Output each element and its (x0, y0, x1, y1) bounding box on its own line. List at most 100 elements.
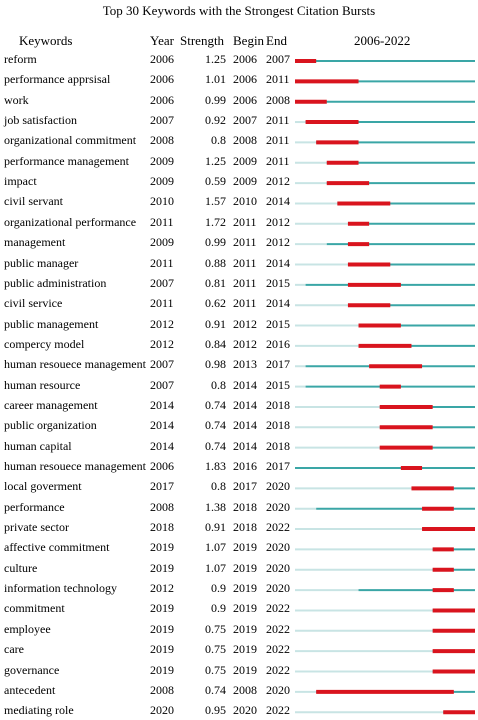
strength-value: 1.57 (205, 194, 226, 209)
strength-value: 0.74 (205, 397, 226, 412)
year-value: 2012 (150, 581, 174, 596)
end-year: 2012 (266, 214, 290, 229)
strength-value: 0.84 (205, 336, 226, 351)
begin-year: 2013 (233, 357, 257, 372)
begin-year: 2020 (233, 703, 257, 718)
strength-value: 0.62 (205, 296, 226, 311)
end-year: 2018 (266, 438, 290, 453)
keyword-label: civil servant (4, 194, 63, 209)
begin-year: 2011 (233, 235, 257, 250)
strength-value: 0.91 (205, 520, 226, 535)
header-end: End (266, 33, 287, 48)
year-value: 2008 (150, 682, 174, 697)
begin-year: 2006 (233, 92, 257, 107)
keyword-label: care (4, 642, 24, 657)
begin-year: 2019 (233, 642, 257, 657)
year-value: 2008 (150, 133, 174, 148)
end-year: 2015 (266, 377, 290, 392)
year-value: 2014 (150, 438, 174, 453)
year-value: 2006 (150, 52, 174, 66)
begin-year: 2019 (233, 621, 257, 636)
end-year: 2012 (266, 235, 290, 250)
begin-year: 2019 (233, 560, 257, 575)
strength-value: 0.75 (205, 621, 226, 636)
end-year: 2022 (266, 703, 290, 718)
end-year: 2011 (266, 133, 290, 148)
strength-value: 1.72 (205, 214, 226, 229)
begin-year: 2009 (233, 174, 257, 189)
year-value: 2006 (150, 72, 174, 87)
keyword-label: human resouece management (4, 357, 146, 372)
strength-value: 0.98 (205, 357, 226, 372)
keyword-label: culture (4, 560, 38, 575)
year-value: 2006 (150, 459, 174, 473)
begin-year: 2014 (233, 397, 257, 412)
strength-value: 0.74 (205, 682, 226, 697)
begin-year: 2014 (233, 418, 257, 433)
keyword-label: private sector (4, 520, 69, 535)
begin-year: 2011 (233, 255, 257, 270)
keyword-label: governance (4, 662, 60, 677)
strength-value: 0.95 (205, 703, 226, 718)
keyword-label: mediating role (4, 703, 74, 718)
strength-value: 1.07 (205, 540, 226, 555)
strength-value: 0.91 (205, 316, 226, 331)
year-value: 2018 (150, 520, 174, 535)
year-value: 2020 (150, 703, 174, 718)
strength-value: 0.74 (205, 438, 226, 453)
year-value: 2009 (150, 174, 174, 189)
end-year: 2020 (266, 499, 290, 514)
year-value: 2014 (150, 397, 174, 412)
year-value: 2014 (150, 418, 174, 433)
strength-value: 0.8 (211, 133, 226, 148)
begin-year: 2011 (233, 296, 257, 311)
begin-year: 2011 (233, 214, 257, 229)
keyword-label: antecedent (4, 682, 56, 697)
keyword-label: civil service (4, 296, 63, 311)
strength-value: 1.01 (205, 72, 226, 87)
year-value: 2019 (150, 540, 174, 555)
year-value: 2011 (150, 296, 174, 311)
keyword-label: commitment (4, 601, 65, 616)
begin-year: 2018 (233, 520, 257, 535)
begin-year: 2019 (233, 601, 257, 616)
keyword-label: affective commitment (4, 540, 110, 555)
end-year: 2022 (266, 520, 290, 535)
begin-year: 2008 (233, 133, 257, 148)
strength-value: 0.75 (205, 662, 226, 677)
strength-value: 0.59 (205, 174, 226, 189)
begin-year: 2014 (233, 438, 257, 453)
year-value: 2007 (150, 377, 174, 392)
begin-year: 2016 (233, 459, 257, 473)
strength-value: 0.9 (211, 601, 226, 616)
keyword-label: management (4, 235, 66, 250)
begin-year: 2019 (233, 581, 257, 596)
begin-year: 2011 (233, 275, 257, 290)
strength-value: 1.25 (205, 153, 226, 168)
end-year: 2020 (266, 581, 290, 596)
header-begin: Begin (233, 33, 265, 48)
year-value: 2011 (150, 214, 174, 229)
end-year: 2007 (266, 52, 290, 66)
keyword-label: compercy model (4, 336, 85, 351)
strength-value: 1.83 (205, 459, 226, 473)
keyword-label: employee (4, 621, 51, 636)
strength-value: 1.07 (205, 560, 226, 575)
end-year: 2022 (266, 662, 290, 677)
begin-year: 2009 (233, 153, 257, 168)
header-year: Year (150, 33, 174, 48)
year-value: 2010 (150, 194, 174, 209)
keyword-label: human capital (4, 438, 72, 453)
end-year: 2012 (266, 174, 290, 189)
begin-year: 2014 (233, 377, 257, 392)
end-year: 2022 (266, 642, 290, 657)
strength-value: 1.25 (205, 52, 226, 66)
end-year: 2020 (266, 682, 290, 697)
end-year: 2011 (266, 72, 290, 87)
keyword-label: information technology (4, 581, 117, 596)
year-value: 2019 (150, 642, 174, 657)
keyword-label: public manager (4, 255, 79, 270)
begin-year: 2018 (233, 499, 257, 514)
year-value: 2011 (150, 255, 174, 270)
year-value: 2007 (150, 357, 174, 372)
